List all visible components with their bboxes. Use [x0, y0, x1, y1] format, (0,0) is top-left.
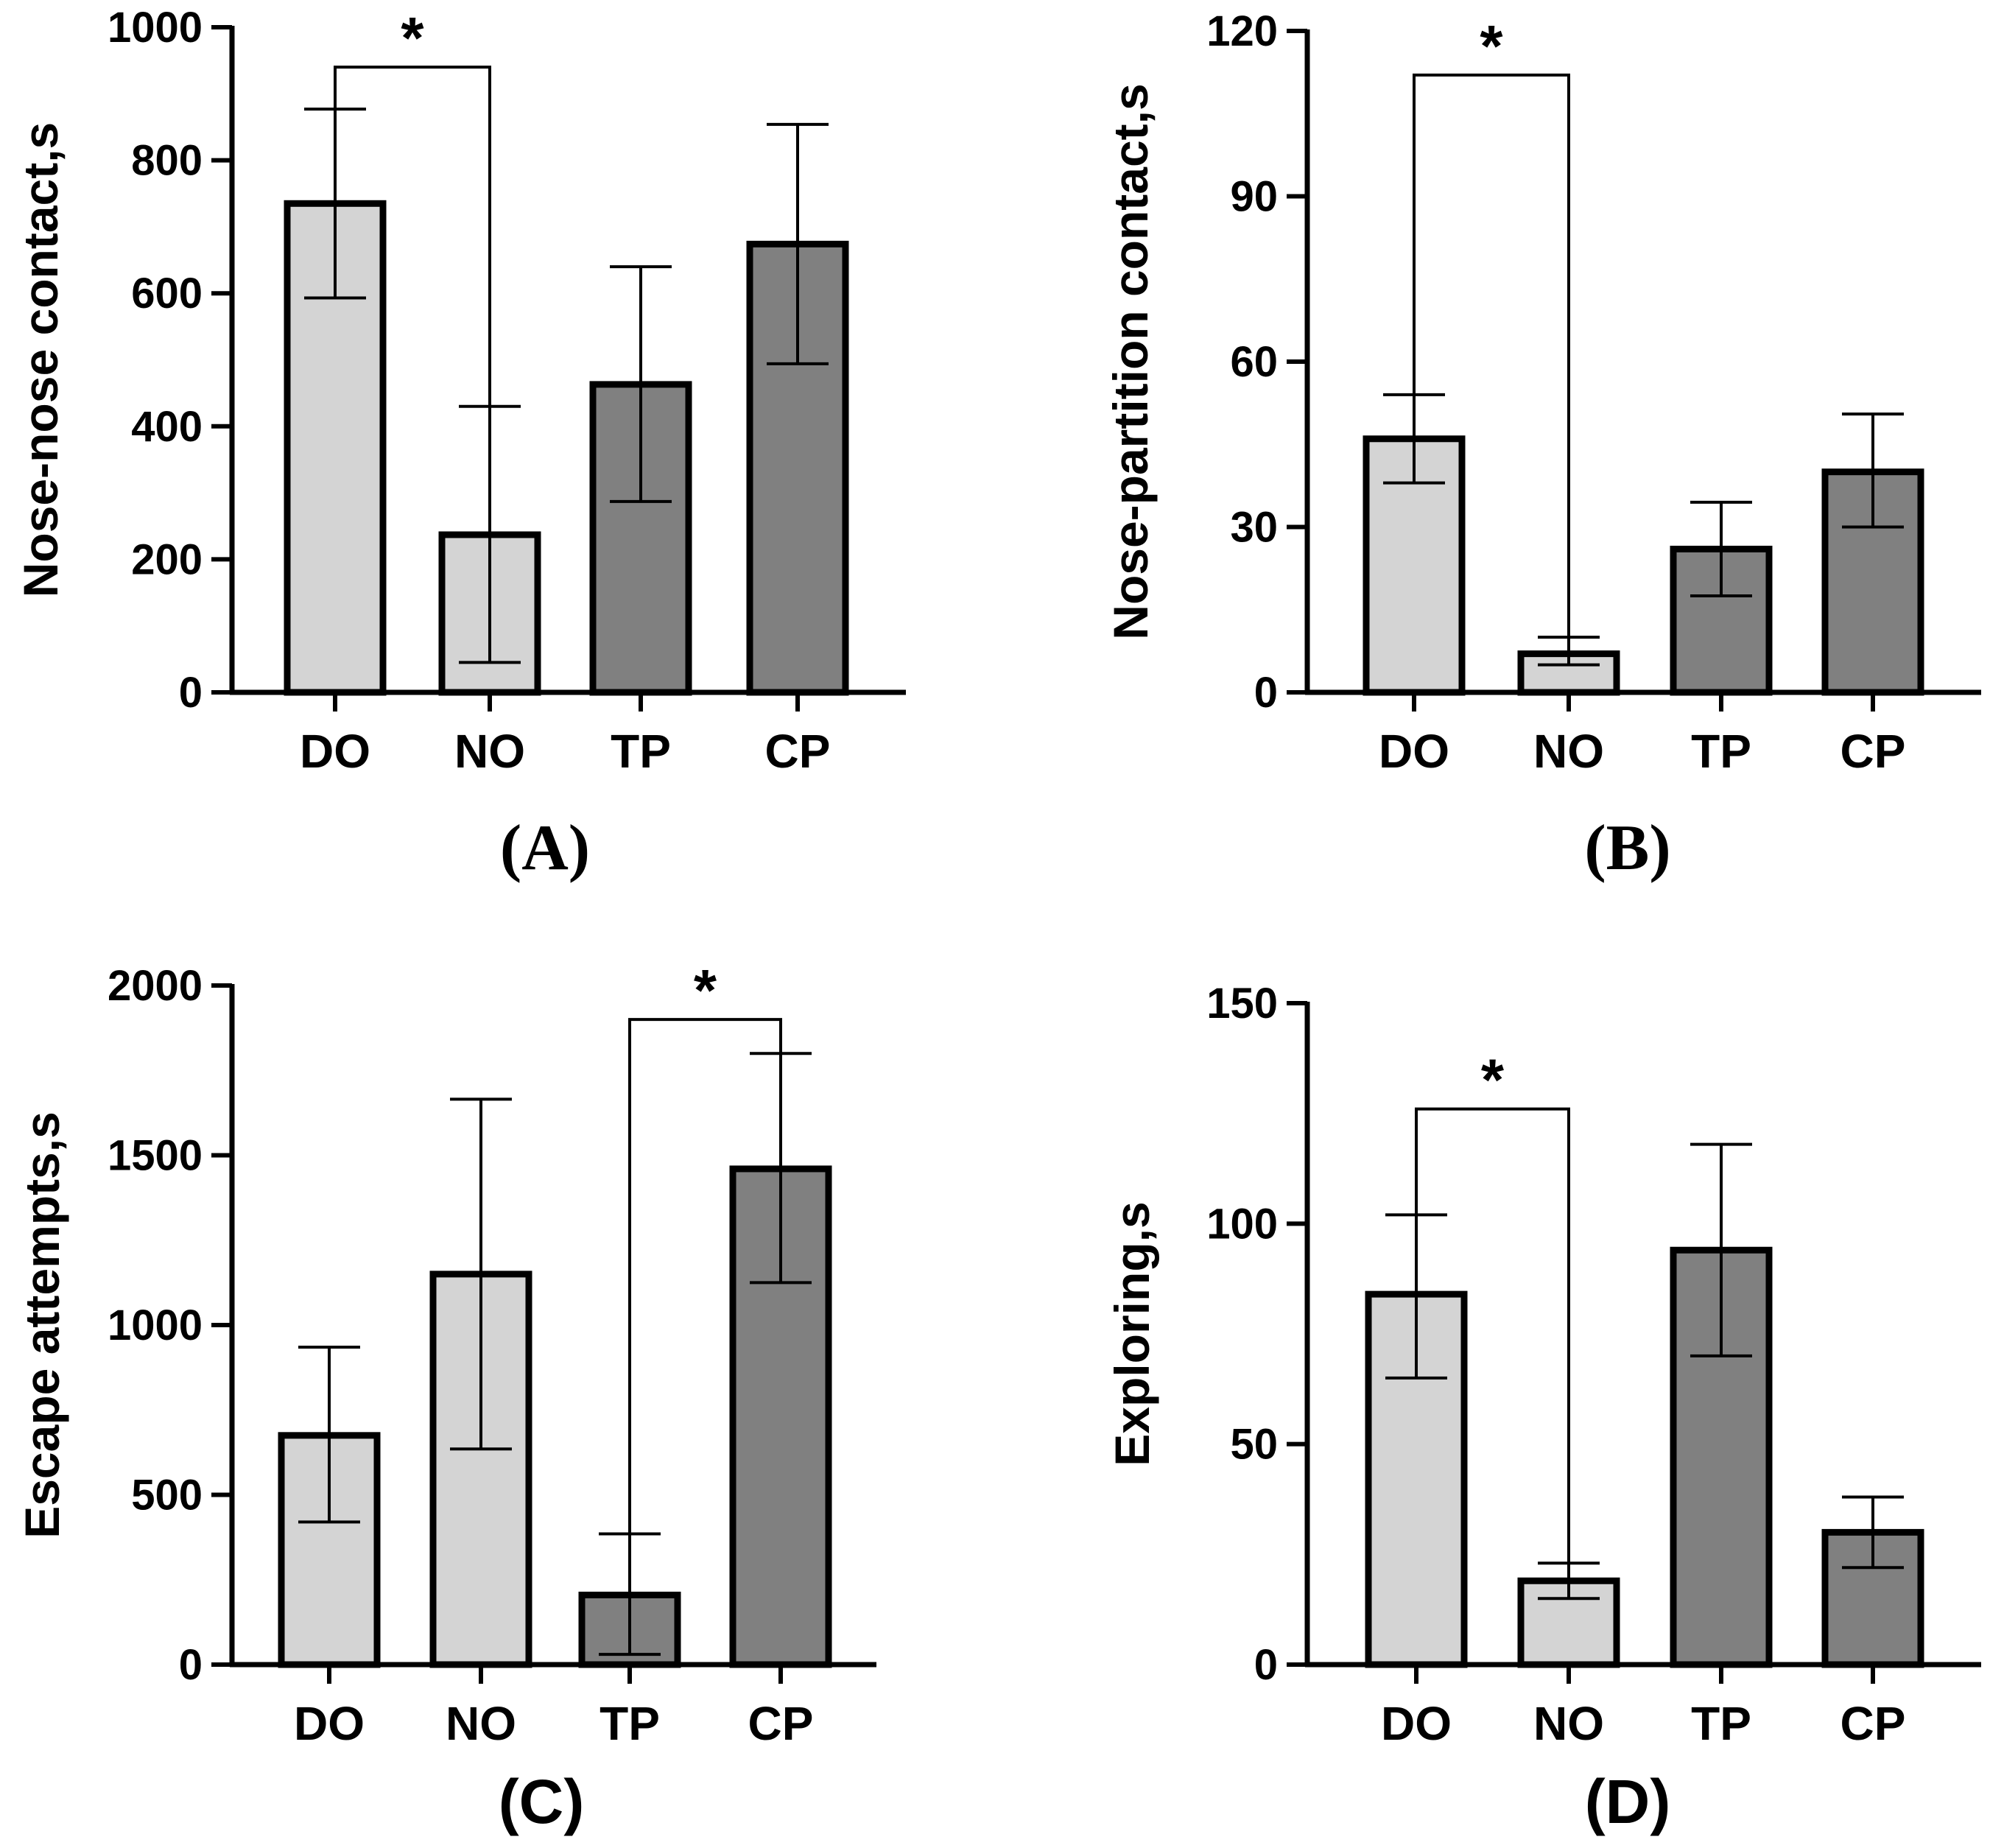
x-tick-label-do: DO — [1379, 725, 1449, 778]
significance-bracket — [628, 1018, 782, 1534]
significance-bracket — [334, 66, 491, 407]
error-bar-cp — [767, 122, 829, 365]
x-tick-label-cp: CP — [1840, 725, 1906, 778]
x-tick-label-cp: CP — [1840, 1697, 1906, 1750]
x-tick-label-no: NO — [446, 1697, 516, 1750]
x-tick-label-tp: TP — [1691, 725, 1751, 778]
y-tick-label: 600 — [131, 270, 203, 317]
y-tick-label: 100 — [1206, 1200, 1278, 1248]
panel-c: 0 500 1000 1500 2000 DO NO TP CP Escape attempts,… — [15, 958, 876, 1836]
panel-d: 0 50 100 150 DO NO TP CP Exploring,s * (D) — [1105, 980, 1981, 1836]
panel-label: (B) — [1584, 812, 1670, 884]
error-bar-tp — [1690, 1142, 1752, 1357]
error-bar-no — [450, 1097, 512, 1451]
y-tick-label: 30 — [1230, 504, 1278, 552]
y-tick-label: 0 — [1254, 1641, 1278, 1689]
error-bar-tp — [610, 265, 672, 503]
panel-label: (D) — [1585, 1767, 1671, 1836]
y-tick-label: 1000 — [108, 4, 203, 52]
y-axis-title: Exploring,s — [1105, 1201, 1159, 1466]
y-axis-title: Nose-nose contact,s — [13, 122, 68, 598]
x-tick-label-no: NO — [454, 725, 525, 778]
significance-bracket — [1415, 1107, 1570, 1564]
significance-star: * — [401, 5, 424, 71]
bar-cp — [746, 240, 849, 696]
y-axis-title: Escape attempts,s — [15, 1111, 69, 1539]
y-tick-label: 500 — [131, 1472, 203, 1519]
panel-a: 0 200 400 600 800 1000 DO NO TP CP Nose-nose conta… — [13, 4, 906, 884]
y-tick-label: 150 — [1206, 980, 1278, 1027]
x-tick-label-cp: CP — [765, 725, 831, 778]
y-tick-label: 60 — [1230, 338, 1278, 386]
significance-star: * — [1480, 13, 1503, 79]
x-tick-label-do: DO — [300, 725, 370, 778]
y-tick-label: 50 — [1230, 1421, 1278, 1469]
y-tick-label: 1500 — [108, 1132, 203, 1180]
y-tick-label: 800 — [131, 137, 203, 185]
y-tick-label: 2000 — [108, 962, 203, 1010]
y-axis-title: Nose-partition contact,s — [1103, 83, 1158, 639]
y-tick-label: 90 — [1230, 173, 1278, 221]
x-tick-label-no: NO — [1533, 1697, 1604, 1750]
y-tick-label: 400 — [131, 403, 203, 451]
x-tick-label-tp: TP — [1691, 1697, 1751, 1750]
panel-b: 0 30 60 90 120 DO NO TP CP Nose-partition contact… — [1103, 7, 1981, 884]
error-bar-cp — [1842, 412, 1904, 529]
error-bar-do — [298, 1345, 360, 1524]
panel-label: (A) — [500, 812, 590, 884]
significance-bracket — [1413, 73, 1570, 638]
y-tick-label: 200 — [131, 535, 203, 583]
y-tick-label: 120 — [1206, 7, 1278, 55]
x-tick-label-do: DO — [1381, 1697, 1452, 1750]
error-bar-tp — [1690, 500, 1752, 598]
y-tick-label: 0 — [179, 669, 203, 717]
y-tick-label: 0 — [1254, 669, 1278, 717]
x-tick-label-do: DO — [294, 1697, 365, 1750]
error-bar-cp — [1842, 1495, 1904, 1570]
x-tick-label-tp: TP — [611, 725, 671, 778]
x-tick-label-cp: CP — [748, 1697, 814, 1750]
significance-star: * — [1481, 1047, 1505, 1113]
x-tick-label-tp: TP — [600, 1697, 660, 1750]
y-tick-label: 1000 — [108, 1301, 203, 1349]
significance-star: * — [694, 958, 717, 1023]
panel-label: (C) — [499, 1767, 585, 1836]
y-tick-label: 0 — [179, 1641, 203, 1689]
x-tick-label-no: NO — [1533, 725, 1604, 778]
